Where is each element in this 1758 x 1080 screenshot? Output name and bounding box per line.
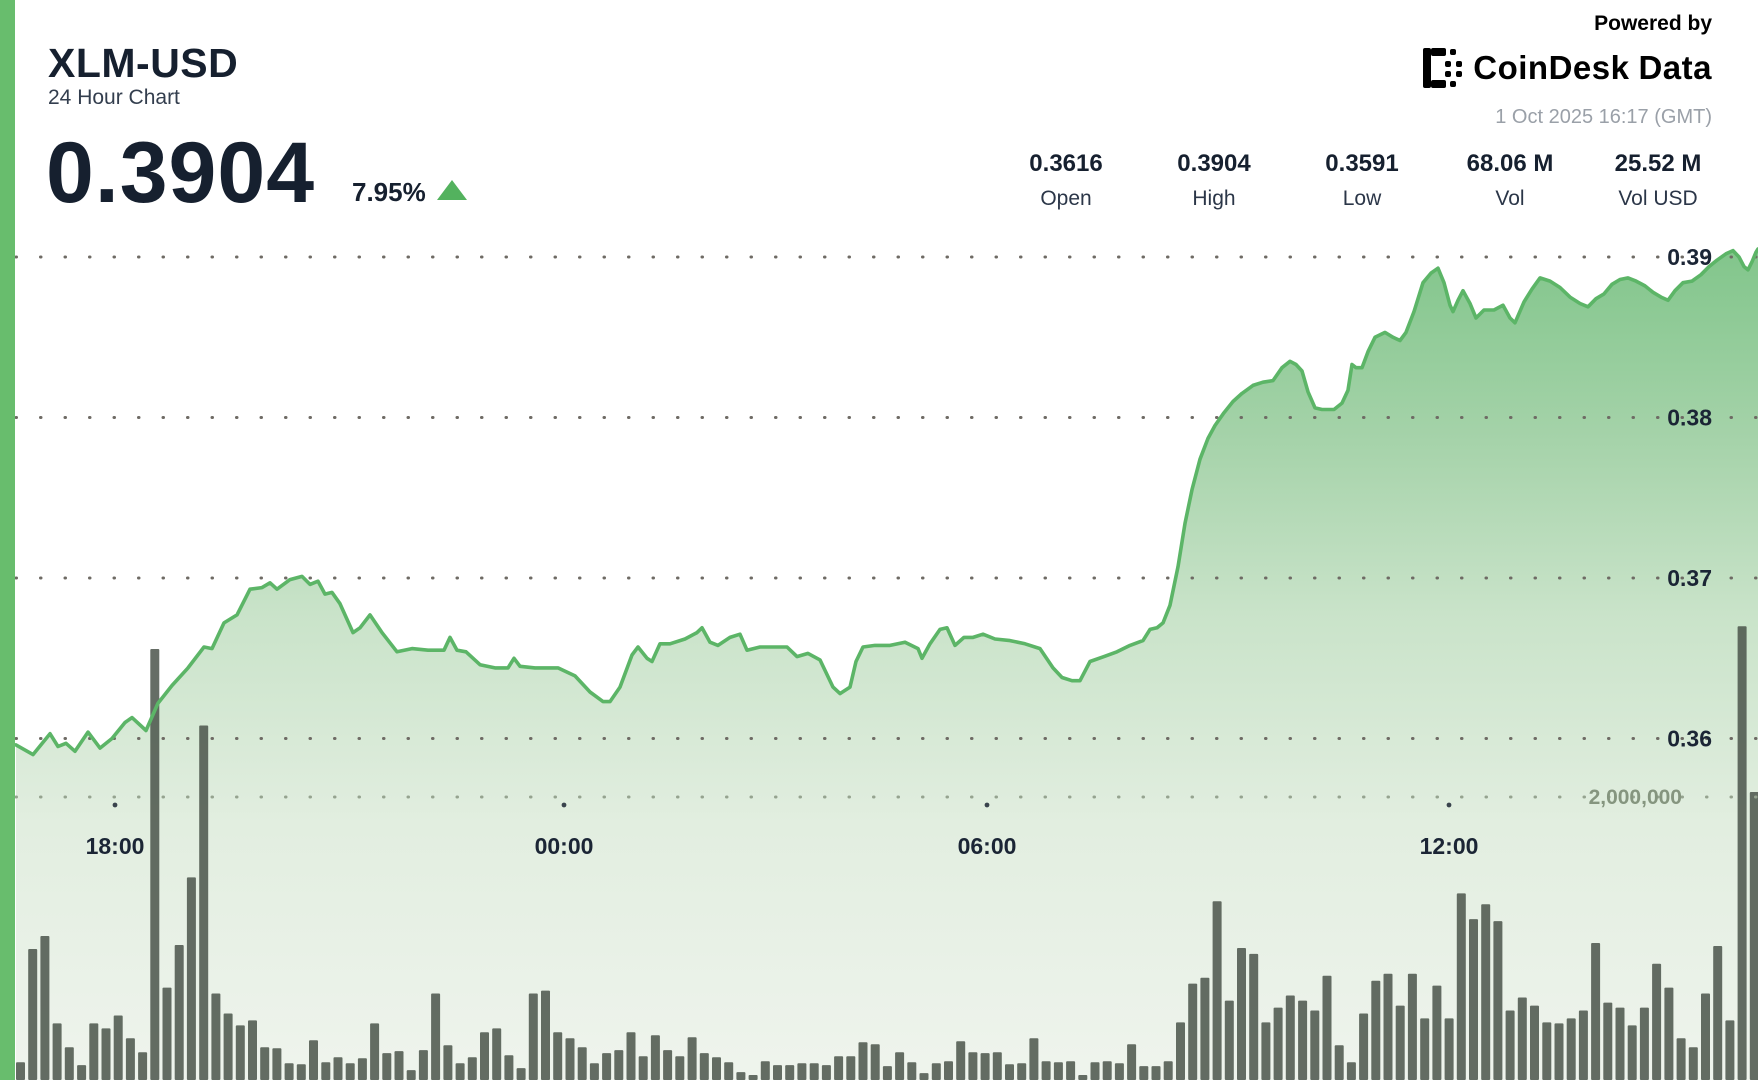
svg-text:0.37: 0.37 (1667, 565, 1712, 591)
page-title: XLM-USD (48, 40, 239, 86)
svg-text:0.36: 0.36 (1667, 726, 1712, 752)
stat-vol-value: 68.06 M (1466, 150, 1554, 177)
svg-text:2,000,000: 2,000,000 (1589, 786, 1682, 809)
gridlines (14, 255, 1758, 808)
ohlc-stats-row: 0.3616 Open 0.3904 High 0.3591 Low 68.06… (992, 150, 1732, 211)
stat-open: 0.3616 Open (992, 150, 1140, 211)
price-line (14, 247, 1758, 757)
price-change-percent: 7.95% (352, 177, 426, 207)
axis-labels: 0.39 0.38 0.37 0.36 2,000,000 18:00 00:00 06:00… (86, 244, 1713, 859)
branding-block: Powered by CoinDesk Data (1423, 12, 1712, 88)
coindesk-logo-text: CoinDesk Data (1473, 49, 1712, 87)
stat-vol-usd: 25.52 M Vol USD (1584, 150, 1732, 211)
coindesk-logo-icon (1423, 48, 1463, 88)
stat-vol-usd-value: 25.52 M (1614, 150, 1702, 177)
stat-high-label: High (1192, 187, 1236, 210)
stat-open-value: 0.3616 (1029, 150, 1103, 177)
svg-text:0.38: 0.38 (1667, 405, 1712, 431)
price-area-fill (16, 249, 1758, 1080)
stat-high: 0.3904 High (1140, 150, 1288, 211)
chart-subtitle: 24 Hour Chart (48, 86, 180, 109)
stat-low-label: Low (1342, 187, 1382, 210)
svg-text:0.39: 0.39 (1667, 244, 1712, 270)
volume-bars (16, 626, 1758, 1080)
left-accent-bar (0, 0, 15, 1080)
current-price: 0.3904 (46, 125, 316, 221)
stat-open-label: Open (1040, 187, 1092, 210)
coindesk-data-logo: CoinDesk Data (1423, 48, 1712, 88)
svg-text:18:00: 18:00 (86, 833, 145, 859)
stat-vol: 68.06 M Vol (1436, 150, 1584, 211)
stat-low-value: 0.3591 (1325, 150, 1399, 177)
svg-text:00:00: 00:00 (535, 833, 594, 859)
stat-low: 0.3591 Low (1288, 150, 1436, 211)
svg-text:12:00: 12:00 (1420, 833, 1479, 859)
logo-text-coindesk: CoinDesk (1473, 49, 1630, 86)
chart-timestamp: 1 Oct 2025 16:17 (GMT) (1495, 106, 1712, 128)
svg-text:06:00: 06:00 (958, 833, 1017, 859)
stat-vol-label: Vol (1495, 187, 1525, 210)
powered-by-label: Powered by (1594, 12, 1712, 35)
stat-high-value: 0.3904 (1177, 150, 1251, 177)
up-triangle-icon (437, 180, 467, 200)
logo-text-data: Data (1638, 49, 1712, 86)
stat-vol-usd-label: Vol USD (1618, 187, 1698, 210)
